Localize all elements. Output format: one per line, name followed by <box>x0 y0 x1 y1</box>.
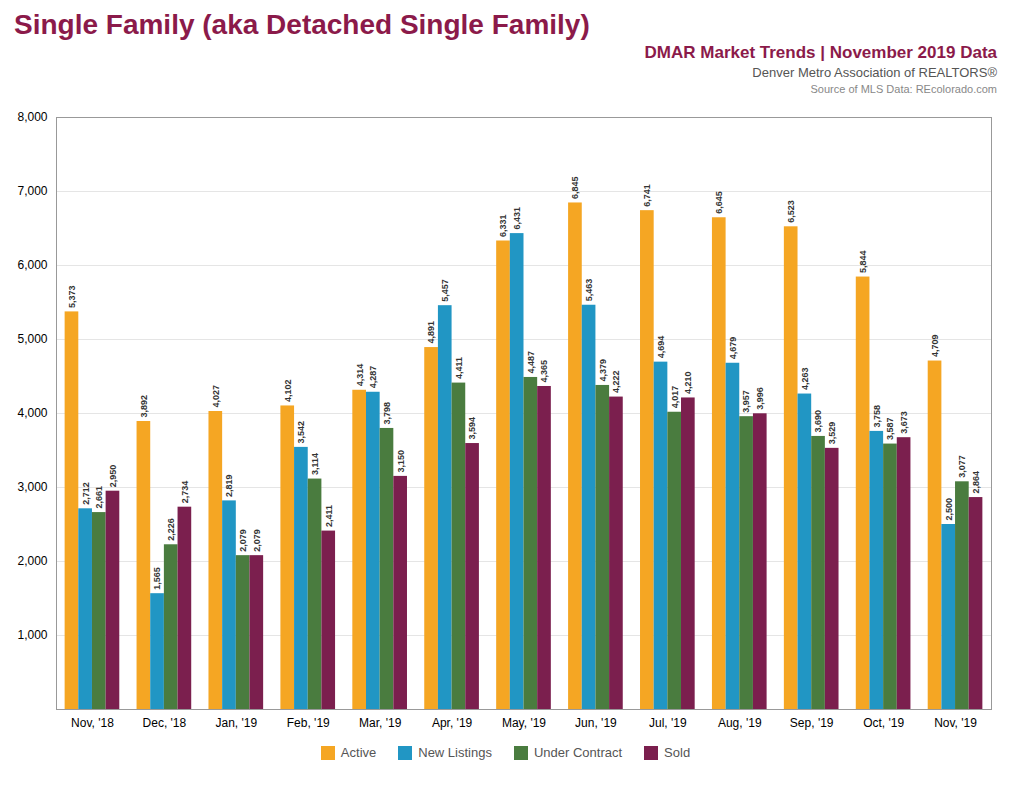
svg-text:3,957: 3,957 <box>741 390 751 413</box>
svg-text:2,000: 2,000 <box>17 554 47 568</box>
svg-text:3,892: 3,892 <box>139 395 149 418</box>
html-text:Source of MLS Data: REcolorado: Source of MLS Data: REcolorado.com <box>810 83 997 95</box>
svg-text:6,431: 6,431 <box>512 207 522 230</box>
svg-text:2,079: 2,079 <box>238 529 248 552</box>
svg-text:3,690: 3,690 <box>813 410 823 433</box>
svg-text:4,287: 4,287 <box>368 366 378 389</box>
svg-text:3,798: 3,798 <box>382 402 392 425</box>
svg-text:Nov, '18: Nov, '18 <box>71 716 114 730</box>
svg-text:3,000: 3,000 <box>17 480 47 494</box>
svg-text:2,226: 2,226 <box>166 518 176 541</box>
svg-text:2,864: 2,864 <box>971 471 981 494</box>
svg-text:6,741: 6,741 <box>642 184 652 207</box>
svg-text:3,758: 3,758 <box>872 405 882 428</box>
svg-text:3,673: 3,673 <box>899 411 909 434</box>
svg-text:3,594: 3,594 <box>467 417 477 440</box>
svg-text:2,079: 2,079 <box>252 529 262 552</box>
html-text:Sold: Sold <box>664 745 691 760</box>
svg-text:4,000: 4,000 <box>17 406 47 420</box>
svg-text:4,891: 4,891 <box>426 321 436 344</box>
svg-text:4,027: 4,027 <box>211 385 221 408</box>
svg-text:Oct, '19: Oct, '19 <box>863 716 904 730</box>
svg-text:Dec, '18: Dec, '18 <box>143 716 187 730</box>
svg-text:5,844: 5,844 <box>858 251 868 274</box>
svg-text:Jun, '19: Jun, '19 <box>575 716 617 730</box>
svg-text:Jul, '19: Jul, '19 <box>649 716 687 730</box>
html-text:Under Contract: Under Contract <box>534 745 623 760</box>
svg-text:3,996: 3,996 <box>755 387 765 410</box>
svg-text:4,365: 4,365 <box>539 360 549 383</box>
svg-text:3,542: 3,542 <box>296 421 306 444</box>
svg-text:4,222: 4,222 <box>611 371 621 394</box>
svg-text:4,017: 4,017 <box>670 386 680 409</box>
svg-text:8,000: 8,000 <box>17 110 47 124</box>
html-text:Active: Active <box>340 745 377 760</box>
svg-text:Jan, '19: Jan, '19 <box>215 716 257 730</box>
svg-text:4,314: 4,314 <box>355 364 365 387</box>
html-text:Denver Metro Association of RE: Denver Metro Association of REALTORS® <box>752 65 997 80</box>
svg-text:4,411: 4,411 <box>454 357 464 379</box>
svg-text:4,102: 4,102 <box>283 379 293 402</box>
svg-text:Aug, '19: Aug, '19 <box>718 716 762 730</box>
svg-text:2,819: 2,819 <box>224 474 234 497</box>
svg-text:Feb, '19: Feb, '19 <box>287 716 330 730</box>
svg-text:2,734: 2,734 <box>180 481 190 504</box>
svg-text:6,523: 6,523 <box>786 200 796 223</box>
svg-text:7,000: 7,000 <box>17 184 47 198</box>
html-text:Single Family (aka Detached Si: Single Family (aka Detached Single Famil… <box>14 9 590 40</box>
svg-text:1,000: 1,000 <box>17 628 47 642</box>
svg-text:May, '19: May, '19 <box>502 716 546 730</box>
svg-text:Nov, '19: Nov, '19 <box>934 716 977 730</box>
svg-text:3,587: 3,587 <box>885 418 895 441</box>
svg-text:5,373: 5,373 <box>67 285 77 308</box>
svg-text:2,411: 2,411 <box>324 505 334 527</box>
svg-text:2,712: 2,712 <box>81 482 91 505</box>
svg-text:5,457: 5,457 <box>440 279 450 302</box>
svg-text:3,077: 3,077 <box>957 455 967 478</box>
svg-text:Sep, '19: Sep, '19 <box>790 716 834 730</box>
svg-text:4,679: 4,679 <box>728 337 738 360</box>
svg-text:6,000: 6,000 <box>17 258 47 272</box>
svg-text:4,694: 4,694 <box>656 336 666 359</box>
svg-text:3,150: 3,150 <box>396 450 406 473</box>
svg-text:3,529: 3,529 <box>827 422 837 445</box>
svg-text:6,645: 6,645 <box>714 191 724 214</box>
svg-text:1,565: 1,565 <box>152 567 162 590</box>
svg-text:Mar, '19: Mar, '19 <box>359 716 402 730</box>
svg-text:2,950: 2,950 <box>108 465 118 488</box>
svg-text:2,661: 2,661 <box>94 486 104 509</box>
svg-text:2,500: 2,500 <box>944 498 954 521</box>
svg-text:5,000: 5,000 <box>17 332 47 346</box>
svg-text:4,709: 4,709 <box>930 335 940 358</box>
html-text:DMAR Market Trends | November: DMAR Market Trends | November 2019 Data <box>644 43 997 62</box>
svg-text:4,487: 4,487 <box>526 351 536 374</box>
svg-text:6,845: 6,845 <box>570 176 580 199</box>
svg-text:4,210: 4,210 <box>683 371 693 394</box>
svg-text:Apr, '19: Apr, '19 <box>432 716 473 730</box>
svg-text:3,114: 3,114 <box>310 453 320 475</box>
svg-text:6,331: 6,331 <box>498 214 508 237</box>
svg-text:4,379: 4,379 <box>598 359 608 382</box>
svg-text:4,263: 4,263 <box>800 368 810 391</box>
svg-text:5,463: 5,463 <box>584 279 594 302</box>
html-text:New Listings: New Listings <box>418 745 492 760</box>
